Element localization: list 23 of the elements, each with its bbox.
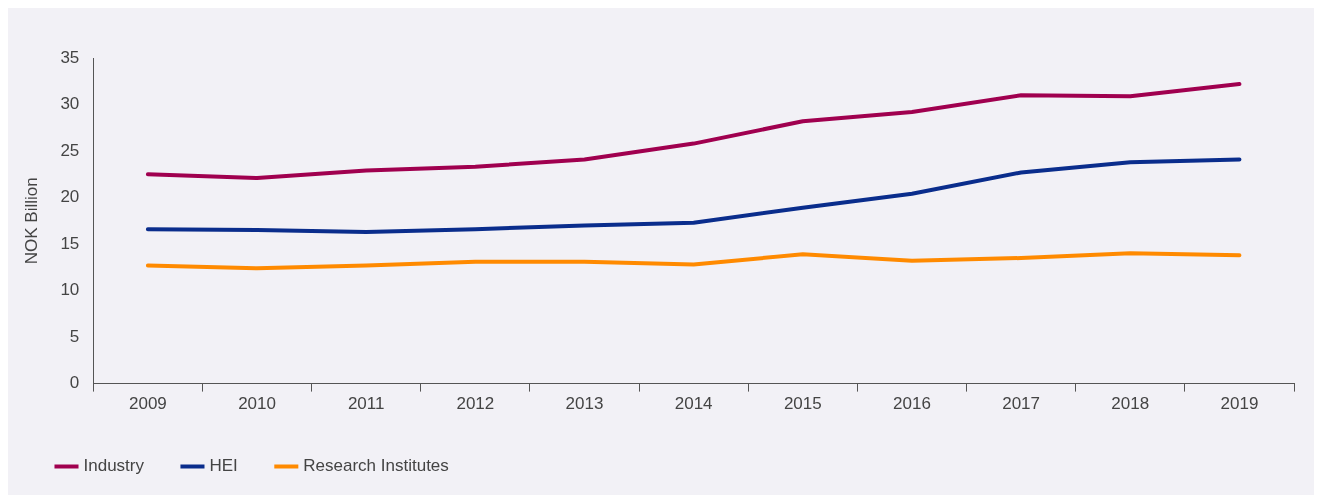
x-tick-label: 2016 [893,394,931,414]
x-tick-label: 2011 [347,394,385,414]
y-tick-label: 30 [60,94,80,114]
y-tick-label: 0 [69,373,80,393]
x-tick-label: 2015 [783,394,822,414]
x-tick-label: 2017 [1002,394,1041,414]
x-tick-label: 2009 [128,394,167,414]
legend-label: HEI [209,456,238,476]
x-tick-label: 2010 [238,394,276,414]
y-axis-title: NOK Billion [21,177,41,265]
y-tick-label: 5 [69,326,80,346]
x-tick-label: 2019 [1220,394,1259,414]
x-tick-label: 2013 [565,394,604,414]
y-tick-label: 35 [60,47,80,67]
legend-label: Industry [83,456,145,476]
legend-label: Research Institutes [303,456,449,476]
x-tick-label: 2012 [456,394,495,414]
y-tick-label: 10 [60,280,80,300]
x-tick-label: 2018 [1111,394,1150,414]
x-tick-label: 2014 [674,394,713,414]
y-tick-label: 15 [60,233,80,253]
y-tick-label: 25 [60,140,80,160]
y-tick-label: 20 [60,187,80,207]
